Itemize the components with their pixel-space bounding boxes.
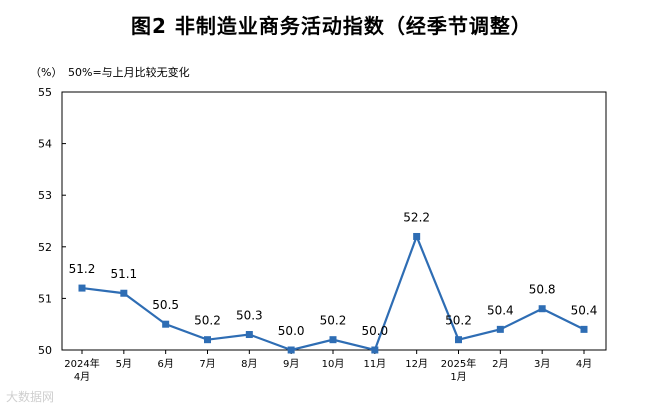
- data-point: [496, 325, 504, 333]
- data-point: [120, 289, 128, 297]
- data-point: [538, 305, 546, 313]
- series-line: [81, 233, 585, 352]
- data-point: [455, 336, 462, 344]
- y-tick-label: 50: [38, 344, 52, 357]
- y-tick-label: 54: [38, 138, 52, 151]
- x-tick-label: 9月: [283, 358, 299, 370]
- x-tick-label: 2025年 1月: [441, 357, 476, 383]
- data-label: 50.5: [152, 298, 179, 312]
- y-tick-label: 52: [38, 241, 52, 254]
- x-tick-label: 2024年 4月: [64, 357, 99, 383]
- data-point: [580, 325, 588, 333]
- data-point: [78, 284, 86, 292]
- data-label: 50.2: [320, 314, 347, 328]
- x-tick-label: 3月: [534, 358, 550, 370]
- data-point: [204, 336, 211, 344]
- data-label: 51.2: [69, 262, 96, 276]
- plot-frame: [61, 91, 607, 351]
- data-point: [371, 346, 379, 354]
- y-tick-label: 53: [38, 189, 52, 202]
- x-tick-label: 4月: [576, 358, 592, 370]
- x-tick-label: 5月: [116, 358, 132, 370]
- data-label: 50.8: [529, 283, 556, 297]
- x-tick-label: 6月: [157, 358, 173, 370]
- x-tick-label: 7月: [199, 358, 215, 370]
- y-tick-label: 55: [38, 86, 52, 99]
- data-label: 51.1: [110, 267, 137, 281]
- x-tick-label: 12月: [405, 358, 428, 370]
- data-point: [287, 346, 295, 354]
- data-label: 52.2: [403, 210, 430, 224]
- data-label: 50.0: [278, 324, 305, 338]
- data-label: 50.2: [445, 314, 472, 328]
- x-tick-label: 8月: [241, 358, 257, 370]
- baseline-note: 50%=与上月比较无变化: [68, 66, 190, 79]
- data-label: 50.2: [194, 314, 221, 328]
- y-tick-label: 51: [38, 292, 52, 305]
- x-tick-label: 10月: [322, 358, 345, 370]
- data-point: [329, 336, 337, 344]
- data-label: 50.3: [236, 309, 263, 323]
- data-label: 50.4: [571, 303, 598, 317]
- data-point: [245, 331, 253, 339]
- data-label: 50.0: [361, 324, 388, 338]
- y-axis-unit: （%）: [30, 66, 63, 79]
- watermark: 大数据网: [6, 390, 55, 404]
- x-tick-label: 2月: [492, 358, 508, 370]
- data-point: [413, 232, 421, 240]
- data-point: [162, 320, 170, 328]
- chart-title: 图2 非制造业商务活动指数（经季节调整）: [131, 14, 532, 38]
- x-tick-label: 11月: [363, 358, 386, 370]
- data-label: 50.4: [487, 303, 514, 317]
